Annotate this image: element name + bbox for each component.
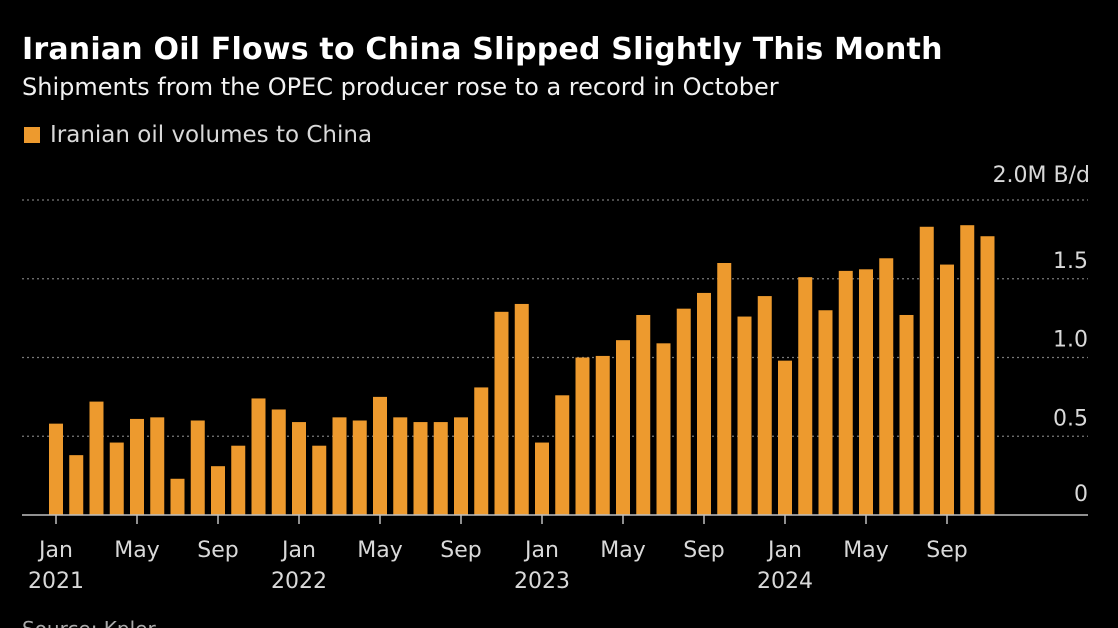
chart-title: Iranian Oil Flows to China Slipped Sligh… bbox=[22, 32, 943, 67]
legend-label: Iranian oil volumes to China bbox=[50, 122, 373, 148]
bar-2024-09 bbox=[940, 264, 954, 515]
bar-2022-11 bbox=[494, 311, 509, 515]
bar-2023-11 bbox=[737, 316, 752, 515]
bar-2023-12 bbox=[757, 296, 772, 515]
x-tick-label-month: Jan bbox=[523, 538, 559, 563]
bar-2022-10 bbox=[474, 387, 489, 515]
x-tick-label-month: Jan bbox=[766, 538, 802, 563]
y-tick-label: 1.5 bbox=[1053, 249, 1088, 274]
x-tick-label-year: 2024 bbox=[757, 569, 813, 594]
bar-2024-03 bbox=[818, 310, 833, 515]
bar-2021-04 bbox=[109, 442, 124, 515]
bar-2022-01 bbox=[292, 422, 306, 515]
bar-2024-02 bbox=[798, 277, 813, 515]
bar-2021-03 bbox=[89, 401, 104, 515]
bar-2024-07 bbox=[899, 314, 914, 515]
bar-2023-08 bbox=[676, 308, 691, 515]
y-tick-label: 1.0 bbox=[1053, 328, 1088, 353]
x-tick-label-month: May bbox=[357, 538, 402, 563]
bar-2023-03 bbox=[575, 357, 590, 515]
bar-2023-09 bbox=[697, 292, 711, 515]
bar-2022-09 bbox=[454, 417, 468, 515]
bar-2021-02 bbox=[69, 455, 84, 515]
bar-2023-06 bbox=[636, 314, 651, 515]
y-tick-label: 0.5 bbox=[1053, 406, 1088, 431]
x-tick-label-month: Jan bbox=[37, 538, 73, 563]
x-tick-label-month: May bbox=[843, 538, 888, 563]
bar-2023-04 bbox=[595, 355, 610, 515]
bar-2024-01 bbox=[778, 360, 792, 515]
x-tick-label-month: May bbox=[114, 538, 159, 563]
bar-2021-01 bbox=[49, 423, 63, 515]
bar-2022-12 bbox=[514, 303, 529, 515]
bar-2022-04 bbox=[352, 420, 367, 515]
legend-swatch bbox=[24, 127, 40, 143]
bar-2024-05 bbox=[859, 269, 873, 515]
y-axis-top-tick-label: 2.0M B/d bbox=[992, 163, 1090, 188]
bar-2023-05 bbox=[616, 340, 630, 515]
x-tick-label-month: Sep bbox=[926, 538, 967, 563]
y-tick-label: 0 bbox=[1074, 482, 1088, 507]
bar-2022-07 bbox=[413, 422, 428, 515]
bar-2023-07 bbox=[656, 343, 671, 515]
x-tick-label-month: Sep bbox=[440, 538, 481, 563]
bar-2022-08 bbox=[433, 422, 448, 515]
bar-2022-03 bbox=[332, 417, 347, 515]
bar-2024-11 bbox=[980, 236, 995, 516]
x-tick-label-month: May bbox=[600, 538, 645, 563]
bar-2021-05 bbox=[130, 418, 144, 515]
bar-2023-10 bbox=[717, 263, 732, 515]
bar-2021-10 bbox=[231, 445, 246, 515]
x-tick-label-month: Sep bbox=[683, 538, 724, 563]
x-tick-label-year: 2022 bbox=[271, 569, 327, 594]
bar-2021-08 bbox=[190, 420, 205, 515]
x-tick-label-year: 2021 bbox=[28, 569, 84, 594]
x-tick-label-month: Sep bbox=[197, 538, 238, 563]
x-axis bbox=[22, 514, 1088, 524]
bar-2024-10 bbox=[960, 225, 975, 515]
source-note: Source: Kpler bbox=[22, 617, 156, 628]
x-tick-label-year: 2023 bbox=[514, 569, 570, 594]
bar-2024-08 bbox=[919, 226, 934, 515]
bar-2022-06 bbox=[393, 417, 408, 515]
bar-series bbox=[49, 225, 995, 516]
bar-2022-05 bbox=[373, 396, 387, 516]
chart-subtitle: Shipments from the OPEC producer rose to… bbox=[22, 73, 779, 101]
bar-2023-01 bbox=[535, 442, 549, 515]
bar-2021-11 bbox=[251, 398, 266, 515]
bar-2022-02 bbox=[312, 445, 327, 515]
x-axis-tick-labels: Jan 2021 May Sep Jan 2022 May Sep Jan 2023 May Sep J… bbox=[28, 538, 968, 594]
bar-2023-02 bbox=[555, 395, 570, 515]
bar-2021-12 bbox=[271, 409, 286, 515]
bar-2021-07 bbox=[170, 478, 185, 515]
bar-2024-04 bbox=[838, 270, 853, 516]
chart-legend: Iranian oil volumes to China bbox=[24, 122, 372, 148]
bar-2021-06 bbox=[150, 417, 165, 515]
x-tick-label-month: Jan bbox=[280, 538, 316, 563]
bar-2024-06 bbox=[879, 258, 894, 515]
bar-2021-09 bbox=[211, 466, 225, 515]
y-axis-tick-labels: 0 0.5 1.0 1.5 bbox=[1053, 249, 1088, 507]
